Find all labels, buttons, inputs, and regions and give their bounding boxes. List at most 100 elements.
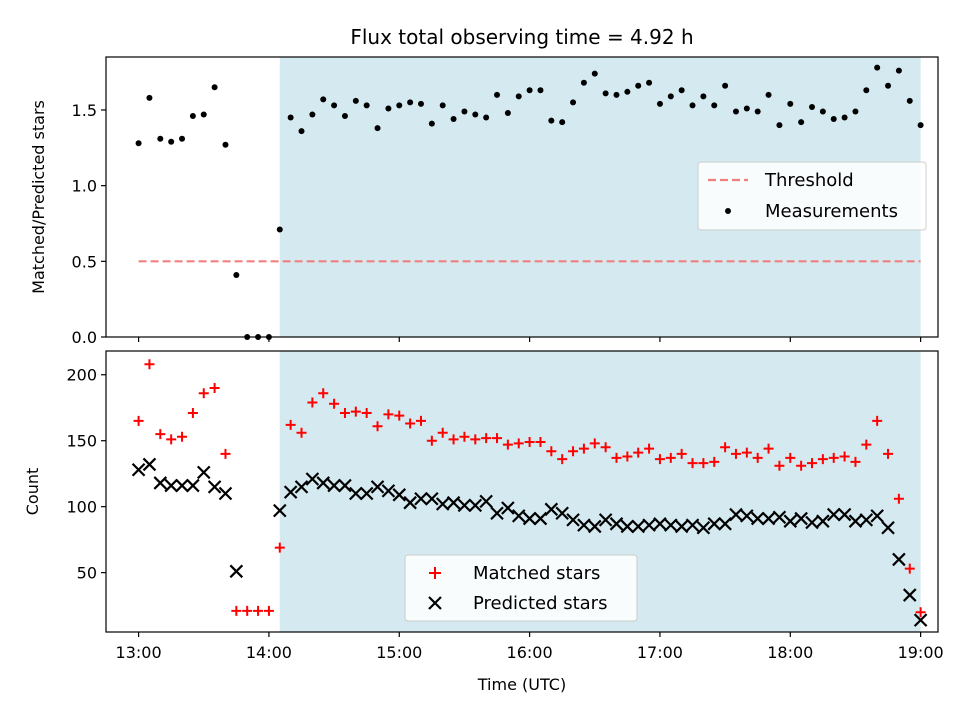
matched-star-point (557, 454, 568, 465)
predicted-star-point (468, 498, 483, 513)
matched-star-point (177, 431, 188, 442)
matched-star-point (774, 460, 785, 471)
predicted-star-point (142, 457, 157, 472)
measurement-point (700, 93, 707, 100)
x-tick-label: 19:00 (898, 643, 944, 662)
matched-star-point (187, 408, 198, 419)
predicted-star-point (522, 511, 537, 526)
y-tick-label: 50 (77, 564, 97, 583)
predicted-star-point (772, 510, 787, 525)
matched-star-point (502, 439, 513, 450)
predicted-star-point (826, 507, 841, 522)
matched-star-point (492, 433, 503, 444)
measurement-point (233, 271, 240, 278)
x-tick-label: 15:00 (376, 643, 422, 662)
predicted-star-point (490, 506, 504, 521)
matched-star-point (578, 443, 589, 454)
legend-predicted-label: Predicted stars (473, 593, 607, 614)
matched-star-point (687, 458, 698, 469)
predicted-star-point (196, 465, 211, 480)
predicted-star-point (403, 495, 417, 510)
predicted-star-point (642, 518, 656, 532)
measurement-point (624, 88, 631, 95)
matched-star-point (633, 447, 644, 458)
matched-star-point (709, 456, 720, 467)
measurement-point (548, 117, 555, 124)
measurement-point (439, 102, 446, 109)
predicted-star-point (685, 518, 700, 532)
measurement-point (885, 82, 892, 89)
matched-star-point (817, 454, 828, 465)
measurement-point (276, 226, 283, 233)
measurement-point (494, 91, 501, 98)
matched-star-point (285, 419, 296, 430)
matched-star-point (263, 605, 274, 616)
matched-star-point (209, 382, 220, 393)
x-axis-label: Time (UTC) (477, 675, 566, 694)
matched-star-point (166, 434, 177, 445)
measurement-point (711, 102, 718, 109)
predicted-star-point (674, 519, 689, 534)
predicted-star-point (501, 501, 515, 515)
matched-star-point (893, 493, 904, 504)
predicted-star-point (229, 564, 244, 579)
y-axis-label: Matched/Predicted stars (29, 100, 48, 294)
top-panel: 0.0 0.5 1.0 1.5 Matched/Predicted stars Thres… (29, 56, 939, 347)
measurement-point (613, 91, 620, 98)
measurement-point (819, 108, 826, 115)
predicted-star-point (609, 517, 624, 531)
legend-box (404, 554, 638, 622)
measurement-point (537, 87, 544, 94)
predicted-star-point (370, 480, 385, 494)
predicted-star-point (707, 517, 722, 531)
predicted-star-point (327, 478, 341, 493)
matched-star-point (828, 452, 839, 463)
measurement-point (417, 100, 424, 107)
predicted-star-point (598, 513, 613, 527)
predicted-star-point (359, 486, 374, 501)
matched-star-point (459, 431, 470, 442)
legend-measurement-label: Measurements (765, 201, 898, 222)
measurement-point (732, 108, 739, 115)
measurement-point (656, 100, 663, 107)
matched-star-point (350, 406, 361, 417)
x-tick-label: 18:00 (767, 643, 813, 662)
measurement-point (667, 93, 674, 100)
measurement-point (320, 96, 327, 103)
predicted-star-point (805, 515, 819, 530)
x-tick-label: 14:00 (246, 643, 292, 662)
predicted-star-point (859, 513, 874, 527)
y-tick-label: 0.5 (72, 252, 97, 271)
matched-star-point (654, 454, 665, 465)
measurement-point (830, 116, 837, 123)
measurement-point (222, 141, 229, 148)
predicted-star-point (479, 494, 493, 509)
matched-star-point (883, 448, 894, 459)
measurement-point (754, 108, 761, 115)
matched-star-point (589, 438, 600, 449)
measurement-point (179, 135, 186, 142)
x-tick-label: 16:00 (507, 643, 553, 662)
matched-star-point (915, 607, 926, 618)
predicted-star-point (783, 514, 798, 528)
matched-star-point (220, 448, 231, 459)
measurement-point (776, 122, 783, 129)
axes-frame (105, 350, 939, 633)
measurement-point (385, 105, 392, 112)
predicted-star-point (653, 517, 667, 531)
matched-star-point (426, 435, 437, 446)
predicted-star-point (186, 478, 200, 493)
measurement-point (428, 120, 435, 127)
matched-star-point (568, 446, 579, 457)
matched-star-point (274, 542, 285, 553)
predicted-star-point (533, 511, 548, 526)
predicted-star-point (131, 462, 146, 477)
matched-star-point (785, 452, 796, 463)
matched-star-point (720, 442, 731, 453)
measurement-point (635, 82, 642, 89)
predicted-star-point (837, 507, 852, 522)
measurement-point (211, 84, 218, 91)
measurement-point (331, 102, 338, 109)
measurement-point (407, 99, 414, 106)
predicted-star-point (881, 521, 895, 535)
